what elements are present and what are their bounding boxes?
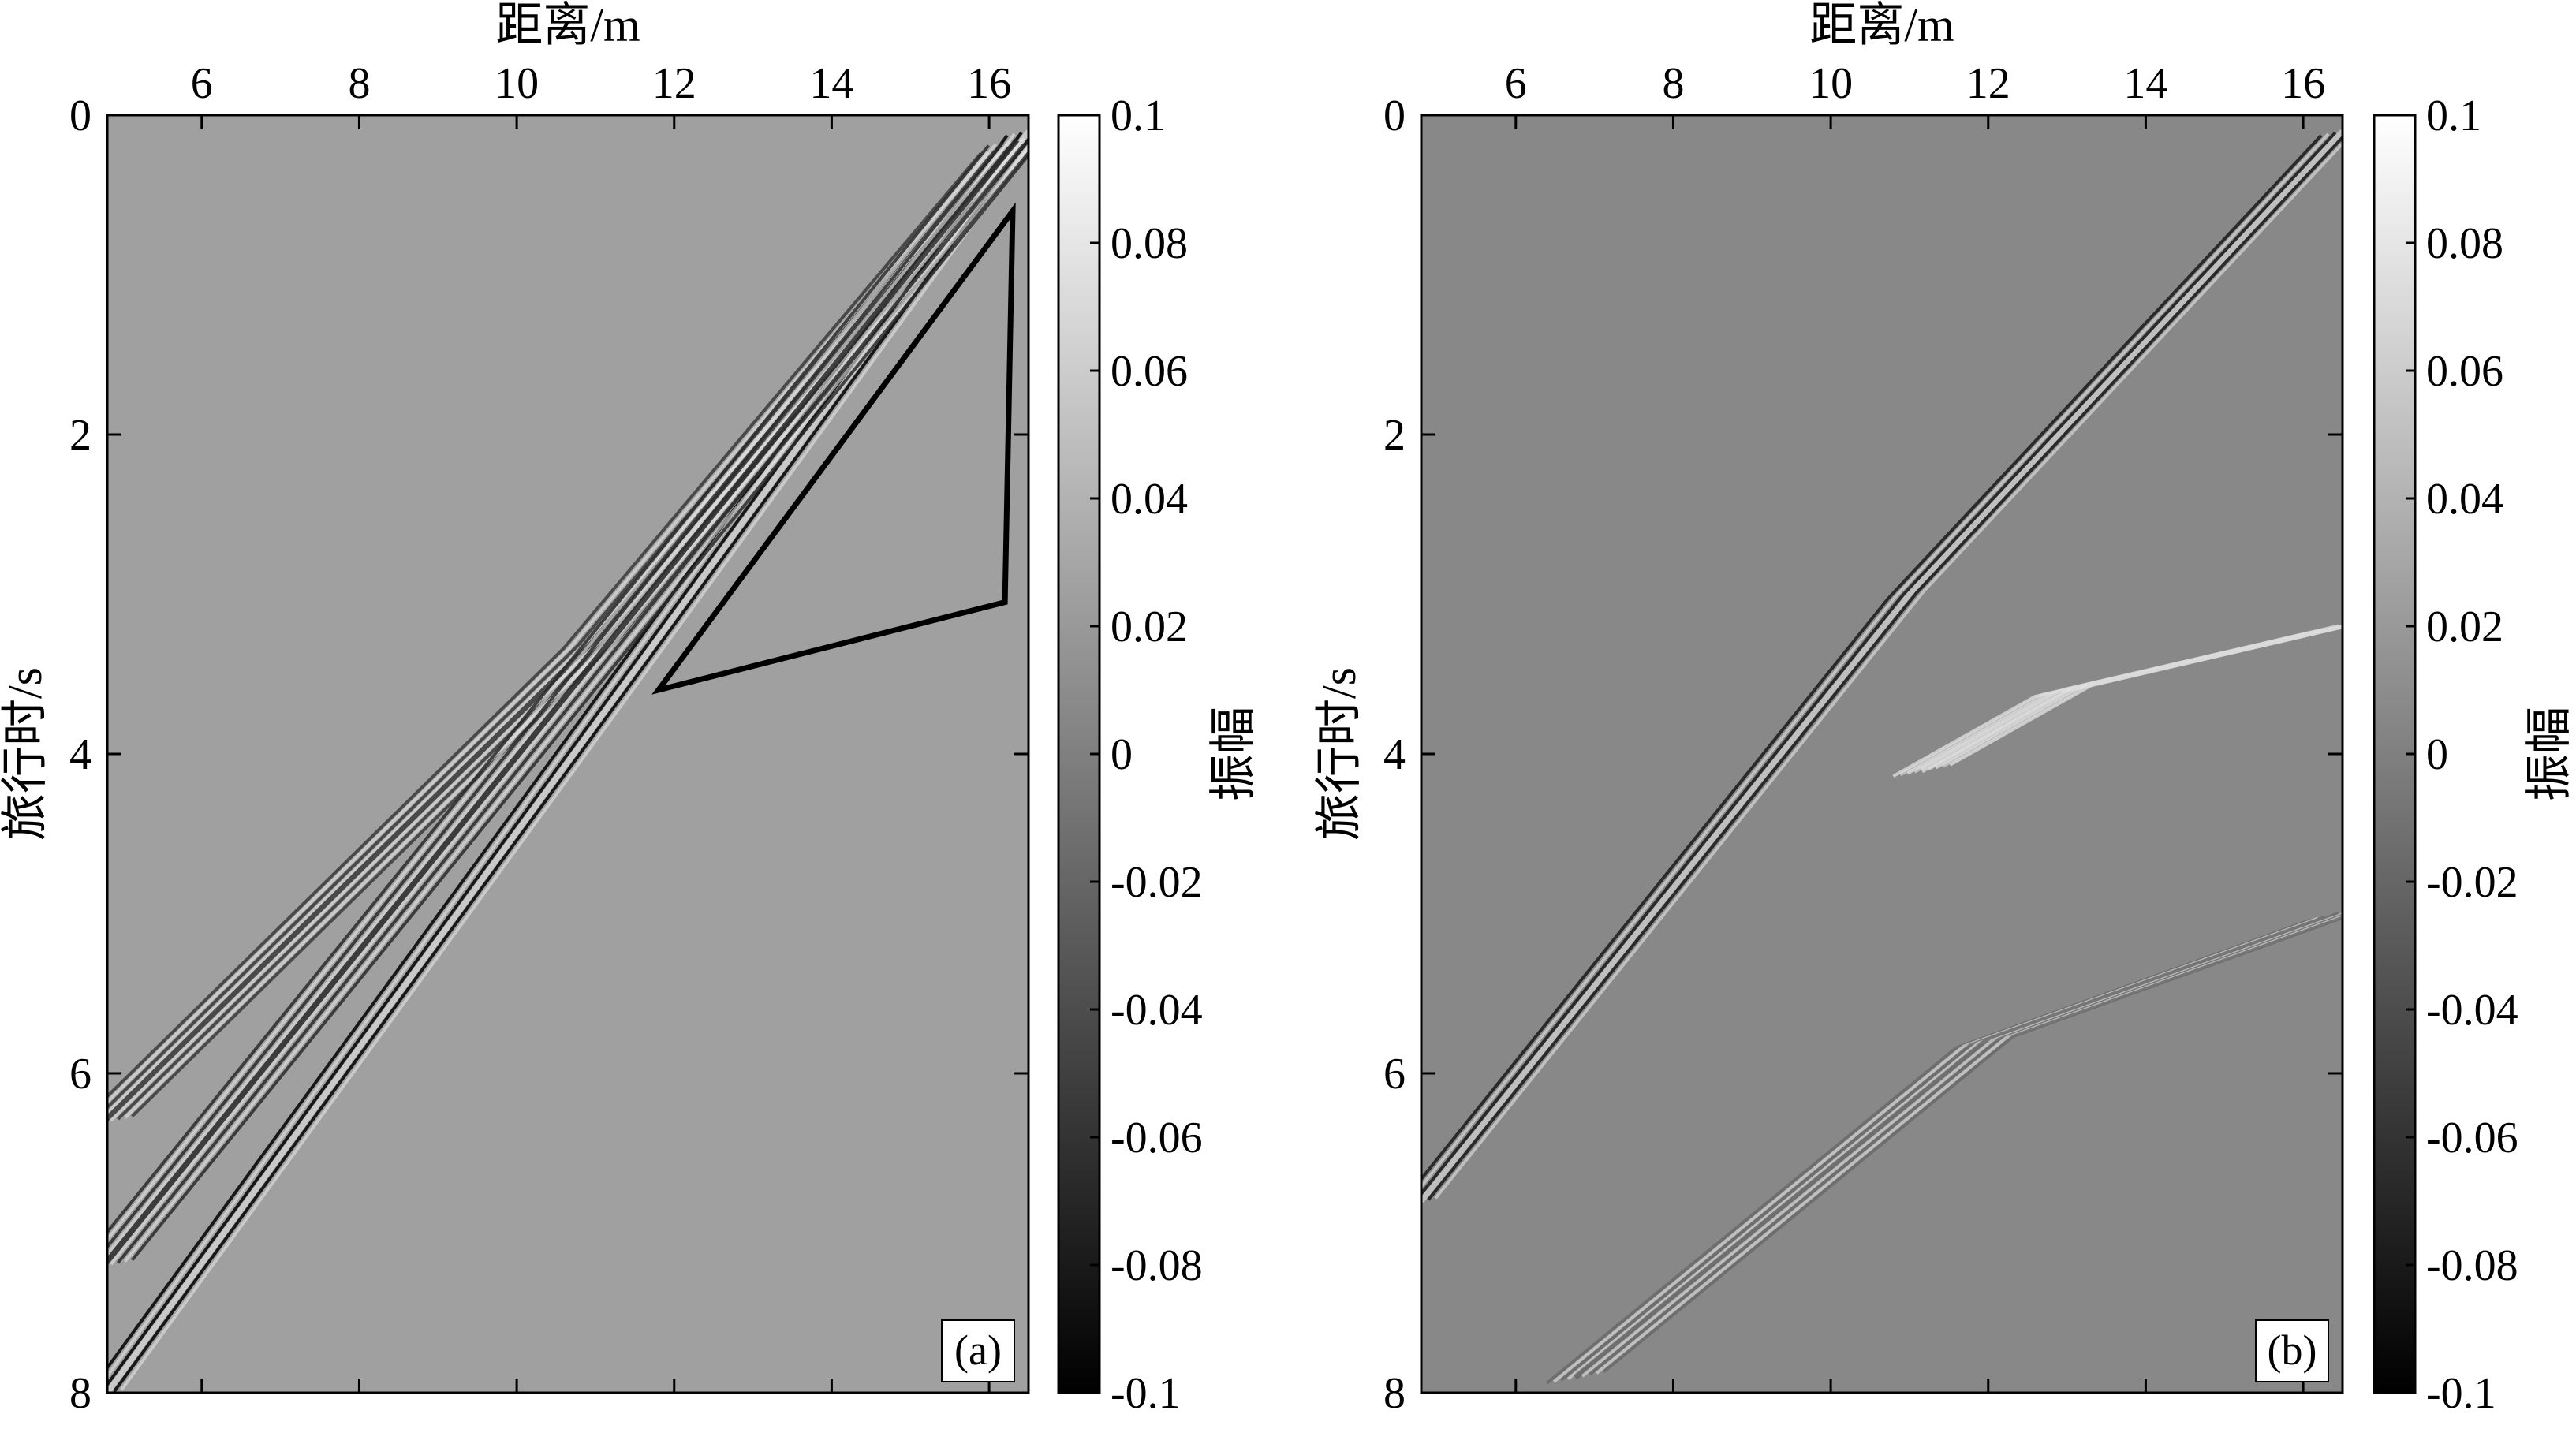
event-stripe [123, 145, 1029, 1263]
colorbar-tick-label: -0.02 [2426, 858, 2518, 907]
panel-tag-box [2255, 1319, 2329, 1382]
event-reflection [1892, 624, 2343, 778]
event-stripe [107, 138, 1020, 1266]
y-tick-label: 0 [1383, 91, 1406, 140]
colorbar-tick-label: -0.08 [2426, 1241, 2518, 1290]
y-tick-label: 6 [1383, 1050, 1406, 1099]
event-stripe [116, 137, 1029, 1264]
event-stripe [1602, 916, 2343, 1374]
panel-tag-box [941, 1319, 1015, 1382]
event-stripe [130, 152, 1029, 1261]
event-stripe [109, 137, 1026, 1266]
x-axis: 6 8 10 12 14 16 距离/m [1505, 0, 2325, 1393]
x-tick-label: 14 [2123, 59, 2167, 108]
x-tick-label: 6 [191, 59, 213, 108]
colorbar-tick-label: 0.04 [2426, 475, 2503, 524]
annotation-polygon [651, 202, 1016, 695]
colorbar: 0.1 0.08 0.06 0.04 0.02 0 -0.02 -0.04 -0.06 -0.08… [2373, 91, 2575, 1418]
y-tick-label: 8 [69, 1369, 91, 1418]
colorbar-tick-label: 0.06 [2426, 347, 2503, 396]
colorbar-gradient [2373, 114, 2417, 1394]
colorbar-title: 振幅 [1208, 707, 1260, 801]
x-tick-label: 16 [2281, 59, 2325, 108]
event-stripe [1427, 135, 2343, 1201]
y-axis: 0 2 4 6 8 旅行时/s [1313, 91, 2343, 1418]
colorbar-tick-label: 0.08 [1111, 219, 1188, 268]
colorbar-tick-label: 0 [2426, 730, 2448, 779]
panel-b: 6 8 10 12 14 16距离/m02468旅行时/s(b)0.10.080.060.… [1313, 0, 2575, 1418]
colorbar-tick-label: 0.02 [2426, 603, 2503, 651]
panel-tag: (a) [954, 1326, 1002, 1374]
x-tick-label: 14 [809, 59, 853, 108]
y-axis-title: 旅行时/s [1313, 667, 1365, 841]
y-tick-label: 4 [1383, 730, 1406, 779]
colorbar-tick-label: 0.04 [1111, 475, 1188, 524]
event-stripe [120, 144, 1029, 1391]
event-stripe [107, 141, 1005, 1249]
y-tick-label: 0 [69, 91, 91, 140]
colorbar-tick-label: -0.08 [1111, 1241, 1203, 1290]
y-tick-label: 6 [69, 1050, 91, 1099]
colorbar-tick-label: -0.02 [1111, 858, 1203, 907]
y-tick-label: 4 [69, 730, 91, 779]
event-stripe [113, 136, 1029, 1393]
event-wavetrain-mid [107, 137, 1029, 1266]
x-tick-label: 6 [1505, 59, 1527, 108]
y-axis: 0 2 4 6 8 旅行时/s [0, 91, 1029, 1418]
y-axis-title: 旅行时/s [0, 667, 51, 841]
x-tick-label: 10 [1809, 59, 1853, 108]
colorbar-tick-label: 0.1 [2426, 91, 2481, 140]
colorbar-tick-label: -0.06 [2426, 1114, 2518, 1162]
event-stripe [1949, 625, 2343, 767]
x-axis-title: 距离/m [495, 0, 640, 51]
y-tick-label: 2 [1383, 411, 1406, 460]
x-tick-label: 8 [348, 59, 370, 108]
x-tick-label: 10 [495, 59, 539, 108]
plot-area [1421, 129, 2343, 1385]
event-stripe [1421, 132, 2330, 1189]
event-stripe [107, 152, 983, 1099]
event-stripe [1421, 131, 2337, 1196]
x-tick-label: 12 [652, 59, 696, 108]
colorbar-tick-label: -0.04 [2426, 986, 2518, 1035]
panel-a: 6 8 10 12 14 16距离/m02468旅行时/s(a)0.10.080.060.… [0, 0, 1260, 1418]
colorbar-tick-label: 0 [1111, 730, 1133, 779]
event-stripe [1434, 141, 2343, 1200]
colorbar-tick-label: -0.06 [1111, 1114, 1203, 1162]
event-lower-event [1545, 912, 2343, 1385]
colorbar-tick-label: -0.1 [1111, 1369, 1181, 1418]
x-axis: 6 8 10 12 14 16 距离/m [191, 0, 1011, 1393]
colorbar-tick-label: -0.04 [1111, 986, 1203, 1035]
event-stripe [107, 140, 1012, 1257]
y-tick-label: 2 [69, 411, 91, 460]
plot-background [1421, 115, 2343, 1393]
event-stripe [107, 129, 1029, 1393]
colorbar-tick-label: 0.06 [1111, 347, 1188, 396]
event-direct-wave [1421, 129, 2343, 1203]
colorbar-tick-label: 0.08 [2426, 219, 2503, 268]
colorbar-title: 振幅 [2523, 707, 2575, 801]
y-tick-label: 8 [1383, 1369, 1406, 1418]
colorbar-tick-label: -0.1 [2426, 1369, 2496, 1418]
event-stripe [107, 144, 991, 1235]
event-stripe [1421, 129, 2343, 1203]
colorbar-tick-label: 0.02 [1111, 603, 1188, 651]
x-tick-label: 8 [1662, 59, 1684, 108]
colorbar: 0.1 0.08 0.06 0.04 0.02 0 -0.02 -0.04 -0.06 -0.08… [1057, 91, 1260, 1418]
plot-area [107, 129, 1029, 1393]
x-tick-label: 12 [1966, 59, 2010, 108]
event-stripe [107, 143, 998, 1242]
event-stripe [1421, 134, 2323, 1182]
colorbar-tick-label: 0.1 [1111, 91, 1166, 140]
x-axis-title: 距离/m [1809, 0, 1954, 51]
x-tick-label: 16 [967, 59, 1011, 108]
panel-tag: (b) [2268, 1326, 2317, 1374]
